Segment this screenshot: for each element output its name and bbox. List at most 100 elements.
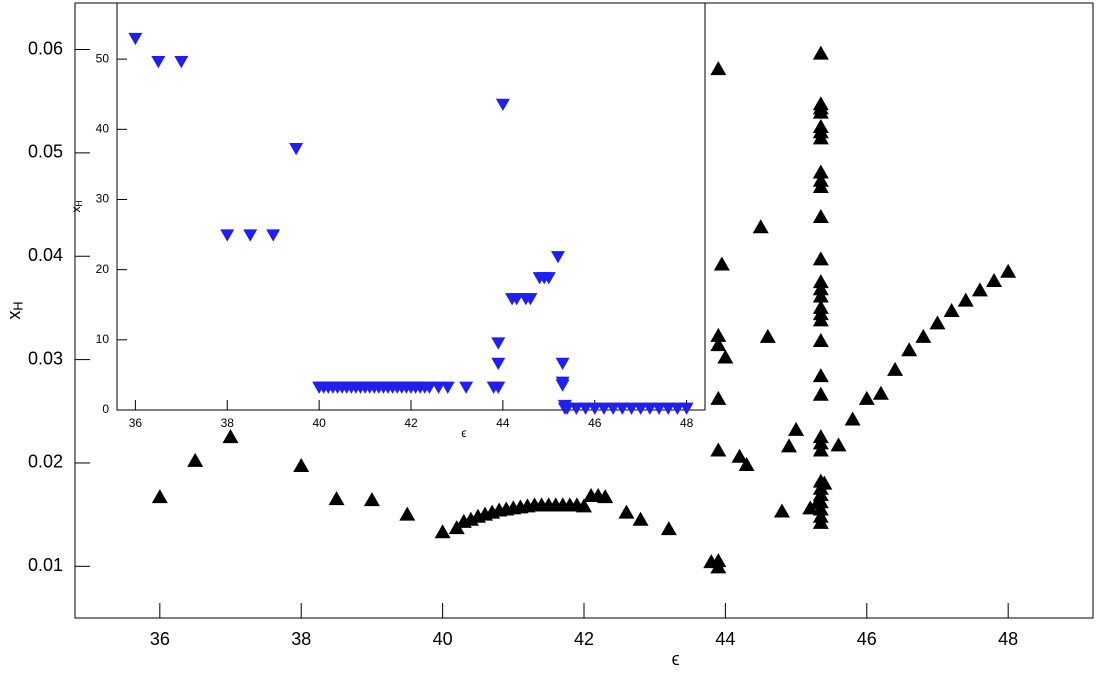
- point: [812, 104, 829, 119]
- point: [812, 494, 829, 509]
- y-tick-label: 0.01: [28, 555, 63, 575]
- point: [1000, 263, 1017, 278]
- y-axis-label-sub: H: [74, 200, 84, 206]
- x-axis-label: ϵ: [461, 426, 466, 440]
- point: [929, 315, 946, 330]
- inset-point: [491, 337, 506, 350]
- point: [222, 429, 239, 444]
- x-tick-label: 46: [857, 629, 877, 649]
- inset-point: [661, 402, 676, 415]
- inset-point: [606, 402, 621, 415]
- point: [812, 274, 829, 289]
- point: [710, 559, 727, 574]
- y-tick-label: 30: [96, 192, 110, 206]
- point: [816, 475, 833, 490]
- point: [812, 45, 829, 60]
- point: [812, 288, 829, 303]
- point: [943, 303, 960, 318]
- point: [399, 506, 416, 521]
- inset-point: [440, 381, 455, 394]
- x-tick-label: 38: [221, 416, 235, 430]
- inset-point: [652, 402, 667, 415]
- x-tick-label: 48: [998, 629, 1018, 649]
- y-axis-label: xH: [4, 301, 26, 319]
- point: [597, 489, 614, 504]
- x-tick-label: 48: [680, 416, 694, 430]
- inset-point: [523, 293, 538, 306]
- x-tick-label: 36: [150, 629, 170, 649]
- point: [781, 438, 798, 453]
- point: [363, 492, 380, 507]
- point: [660, 521, 677, 536]
- point: [717, 349, 734, 364]
- y-axis-label-sub: H: [12, 301, 26, 310]
- point: [957, 292, 974, 307]
- point: [812, 501, 829, 516]
- inset-point: [243, 229, 258, 242]
- y-tick-label: 40: [96, 121, 110, 135]
- inset-point: [615, 402, 630, 415]
- point: [812, 281, 829, 296]
- point: [812, 386, 829, 401]
- point: [710, 390, 727, 405]
- point: [788, 421, 805, 436]
- inset-point: [596, 402, 611, 415]
- point: [812, 312, 829, 327]
- y-tick-label: 0.04: [28, 245, 63, 265]
- y-tick-label: 0.06: [28, 38, 63, 58]
- x-axis-label: ϵ: [672, 649, 680, 669]
- x-tick-label: 46: [588, 416, 602, 430]
- inset-point: [555, 357, 570, 370]
- y-tick-label: 50: [96, 51, 110, 65]
- point: [901, 342, 918, 357]
- point: [872, 385, 889, 400]
- y-axis-label-main: x: [69, 207, 83, 213]
- inset-point: [128, 32, 143, 46]
- point: [710, 337, 727, 352]
- inset-point: [174, 55, 189, 69]
- point: [812, 130, 829, 145]
- point: [759, 328, 776, 343]
- x-tick-label: 40: [312, 416, 326, 430]
- point: [971, 282, 988, 297]
- x-tick-label: 36: [129, 416, 143, 430]
- point: [830, 437, 847, 452]
- y-axis-label-main: x: [4, 311, 24, 320]
- point: [844, 411, 861, 426]
- point: [802, 500, 819, 515]
- point: [773, 503, 790, 518]
- inset-point: [541, 272, 556, 285]
- y-tick-label: 0.05: [28, 142, 63, 162]
- point: [812, 435, 829, 450]
- point: [752, 219, 769, 234]
- point: [812, 208, 829, 223]
- point: [812, 164, 829, 179]
- point: [576, 498, 592, 513]
- inset-point: [633, 402, 648, 415]
- point: [858, 390, 875, 405]
- point: [915, 328, 932, 343]
- point: [812, 368, 829, 383]
- point: [632, 511, 649, 526]
- plot-frame: [116, 2, 706, 411]
- point: [812, 251, 829, 266]
- inset-point: [491, 381, 506, 394]
- point: [618, 504, 635, 519]
- inset-point: [220, 229, 235, 242]
- inset-point: [670, 402, 685, 415]
- point: [812, 514, 829, 529]
- x-tick-label: 42: [574, 629, 594, 649]
- inset-point: [491, 357, 506, 370]
- point: [293, 458, 310, 473]
- point: [434, 524, 451, 539]
- inset-point: [422, 381, 437, 394]
- y-tick-label: 20: [96, 262, 110, 276]
- point: [812, 332, 829, 347]
- x-tick-label: 44: [496, 416, 510, 430]
- y-tick-label: 0.03: [28, 348, 63, 368]
- y-tick-label: 0.02: [28, 452, 63, 472]
- inset-point: [578, 402, 593, 415]
- point: [986, 273, 1003, 288]
